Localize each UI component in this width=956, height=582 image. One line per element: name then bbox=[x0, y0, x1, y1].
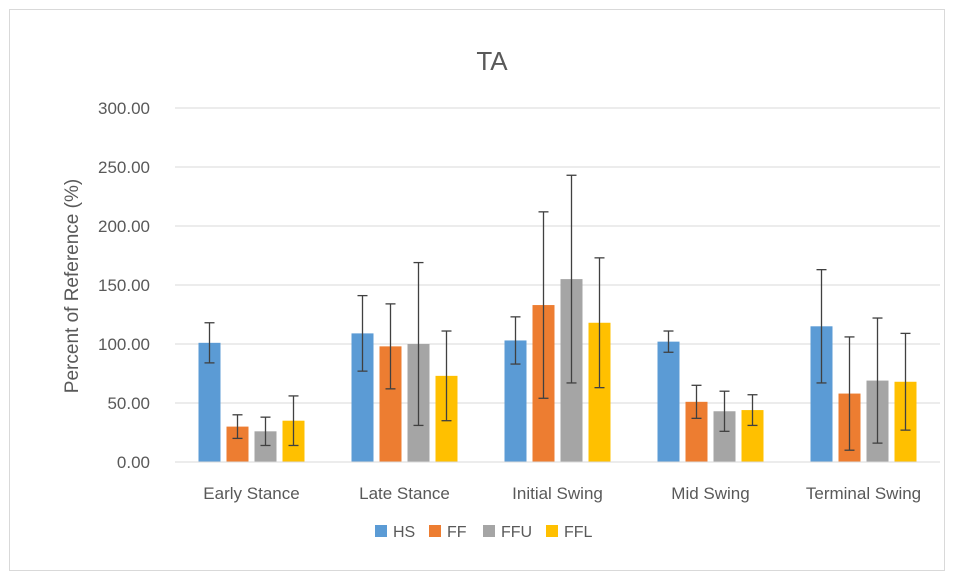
legend-label: HS bbox=[393, 524, 415, 541]
legend-label: FFU bbox=[501, 524, 532, 541]
bar bbox=[254, 431, 277, 462]
bar bbox=[741, 410, 764, 462]
legend-swatch bbox=[483, 525, 495, 537]
legend-label: FFL bbox=[564, 524, 593, 541]
y-tick-label: 250.00 bbox=[98, 158, 150, 177]
legend-swatch bbox=[546, 525, 558, 537]
bar bbox=[810, 326, 833, 462]
bar bbox=[504, 340, 527, 462]
chart-frame: TA Percent of Reference (%) 0.00 50.00 100… bbox=[9, 9, 945, 571]
legend: HS FF FFU FFL bbox=[375, 524, 593, 541]
bar bbox=[588, 322, 611, 462]
bar bbox=[379, 346, 402, 462]
bar bbox=[713, 411, 736, 462]
y-tick-label: 0.00 bbox=[117, 453, 150, 472]
y-tick-label: 300.00 bbox=[98, 99, 150, 118]
error-bars bbox=[204, 174, 911, 451]
chart-title: TA bbox=[476, 46, 508, 76]
legend-swatch bbox=[375, 525, 387, 537]
legend-swatch bbox=[429, 525, 441, 537]
bar bbox=[226, 426, 249, 462]
y-tick-label: 100.00 bbox=[98, 335, 150, 354]
bar-chart: TA Percent of Reference (%) 0.00 50.00 100… bbox=[62, 46, 940, 541]
y-tick-label: 150.00 bbox=[98, 276, 150, 295]
x-tick-label: Initial Swing bbox=[512, 484, 603, 503]
y-tick-labels: 0.00 50.00 100.00 150.00 200.00 250.00 300.00 bbox=[98, 99, 150, 472]
x-tick-label: Terminal Swing bbox=[806, 484, 921, 503]
x-tick-label: Late Stance bbox=[359, 484, 450, 503]
bar bbox=[351, 333, 374, 462]
bars bbox=[198, 279, 917, 462]
bar bbox=[685, 401, 708, 462]
x-tick-label: Mid Swing bbox=[671, 484, 749, 503]
x-tick-label: Early Stance bbox=[203, 484, 299, 503]
y-tick-label: 200.00 bbox=[98, 217, 150, 236]
x-tick-labels: Early Stance Late Stance Initial Swing Mid … bbox=[203, 484, 921, 503]
y-tick-label: 50.00 bbox=[107, 394, 150, 413]
y-axis-label: Percent of Reference (%) bbox=[62, 179, 83, 393]
bar bbox=[657, 341, 680, 462]
legend-label: FF bbox=[447, 524, 467, 541]
bar bbox=[198, 342, 221, 462]
